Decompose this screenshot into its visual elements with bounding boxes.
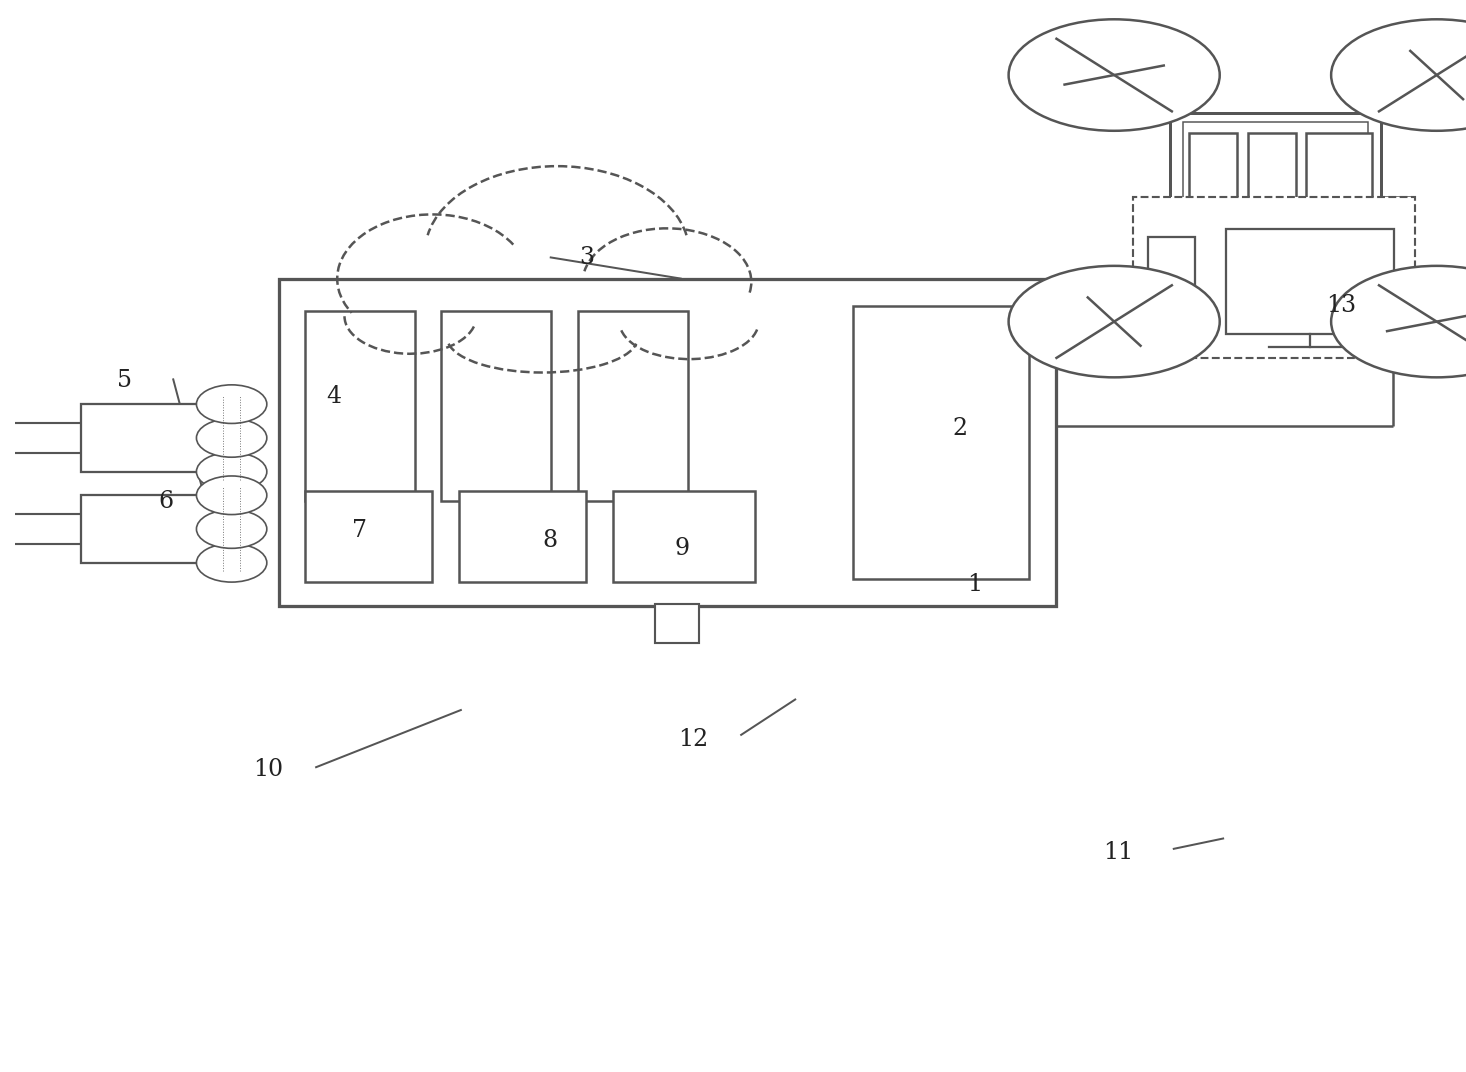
Text: 8: 8 bbox=[542, 528, 557, 552]
Text: 13: 13 bbox=[1327, 294, 1356, 317]
Ellipse shape bbox=[196, 544, 267, 582]
Ellipse shape bbox=[196, 452, 267, 491]
Text: 5: 5 bbox=[117, 369, 132, 392]
Bar bbox=[1262, 205, 1350, 270]
Bar bbox=[441, 312, 551, 501]
Text: 11: 11 bbox=[1104, 840, 1133, 864]
Ellipse shape bbox=[196, 385, 267, 423]
Bar bbox=[81, 495, 213, 563]
Bar bbox=[1306, 133, 1372, 205]
Text: 10: 10 bbox=[254, 758, 283, 781]
Bar bbox=[1183, 122, 1368, 274]
Ellipse shape bbox=[1331, 266, 1466, 377]
Text: 9: 9 bbox=[674, 537, 689, 561]
Bar bbox=[1148, 237, 1195, 321]
Bar bbox=[305, 312, 415, 501]
Bar bbox=[1189, 205, 1250, 270]
Bar bbox=[1189, 213, 1281, 245]
Bar bbox=[853, 306, 1029, 579]
Bar bbox=[81, 404, 213, 472]
Text: 1: 1 bbox=[968, 572, 982, 596]
Ellipse shape bbox=[196, 476, 267, 515]
Text: 6: 6 bbox=[158, 490, 173, 513]
Ellipse shape bbox=[1009, 19, 1220, 131]
Text: 4: 4 bbox=[327, 385, 342, 408]
Ellipse shape bbox=[1331, 19, 1466, 131]
Bar bbox=[1189, 133, 1237, 205]
Bar bbox=[1170, 113, 1381, 284]
Bar bbox=[279, 279, 1056, 606]
Bar bbox=[1265, 283, 1286, 303]
Text: 2: 2 bbox=[953, 417, 968, 441]
Text: 7: 7 bbox=[352, 519, 366, 542]
Bar bbox=[1226, 229, 1394, 334]
Bar bbox=[655, 604, 699, 643]
Bar bbox=[459, 491, 586, 582]
Bar bbox=[613, 491, 755, 582]
Bar bbox=[578, 312, 688, 501]
Ellipse shape bbox=[1009, 266, 1220, 377]
Ellipse shape bbox=[196, 510, 267, 549]
Bar bbox=[1133, 197, 1415, 358]
Text: 3: 3 bbox=[579, 245, 594, 269]
Ellipse shape bbox=[196, 418, 267, 457]
Text: 12: 12 bbox=[679, 728, 708, 751]
Bar bbox=[305, 491, 432, 582]
Bar bbox=[1248, 133, 1296, 205]
